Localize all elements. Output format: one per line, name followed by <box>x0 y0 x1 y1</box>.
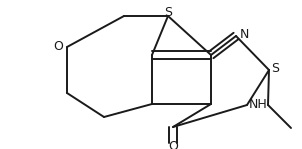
Text: NH: NH <box>249 98 268 111</box>
Text: N: N <box>240 28 249 41</box>
Text: S: S <box>271 62 279 74</box>
Text: O: O <box>168 141 178 149</box>
Text: S: S <box>164 7 172 20</box>
Text: O: O <box>53 39 63 52</box>
